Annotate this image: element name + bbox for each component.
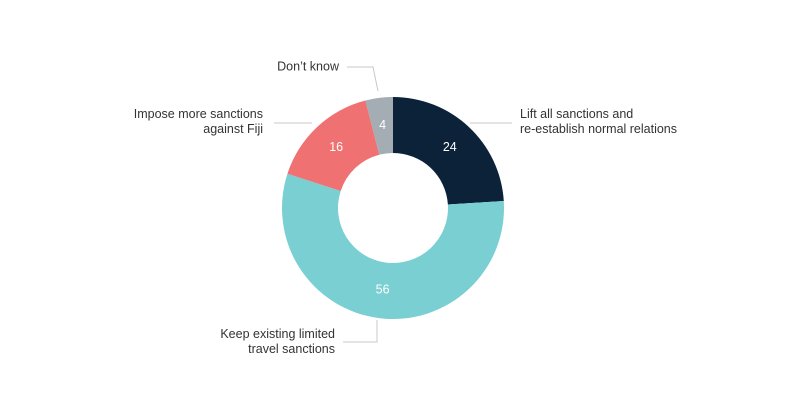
category-label: Keep existing limited travel sanctions xyxy=(220,327,335,356)
donut-slice xyxy=(393,97,504,205)
leader-line xyxy=(347,66,379,92)
leader-line xyxy=(343,320,378,343)
category-label: Don’t know xyxy=(277,59,340,73)
data-label: 16 xyxy=(329,140,343,154)
donut-slice xyxy=(365,97,393,155)
donut-slice xyxy=(282,173,505,319)
category-label: Lift all sanctions and re-establish norma… xyxy=(520,107,677,136)
data-label: 24 xyxy=(443,140,457,154)
category-label: Impose more sanctions against Fiji xyxy=(134,107,263,136)
data-label: 4 xyxy=(379,118,386,132)
donut-slice xyxy=(287,100,380,192)
data-label: 56 xyxy=(376,283,390,297)
